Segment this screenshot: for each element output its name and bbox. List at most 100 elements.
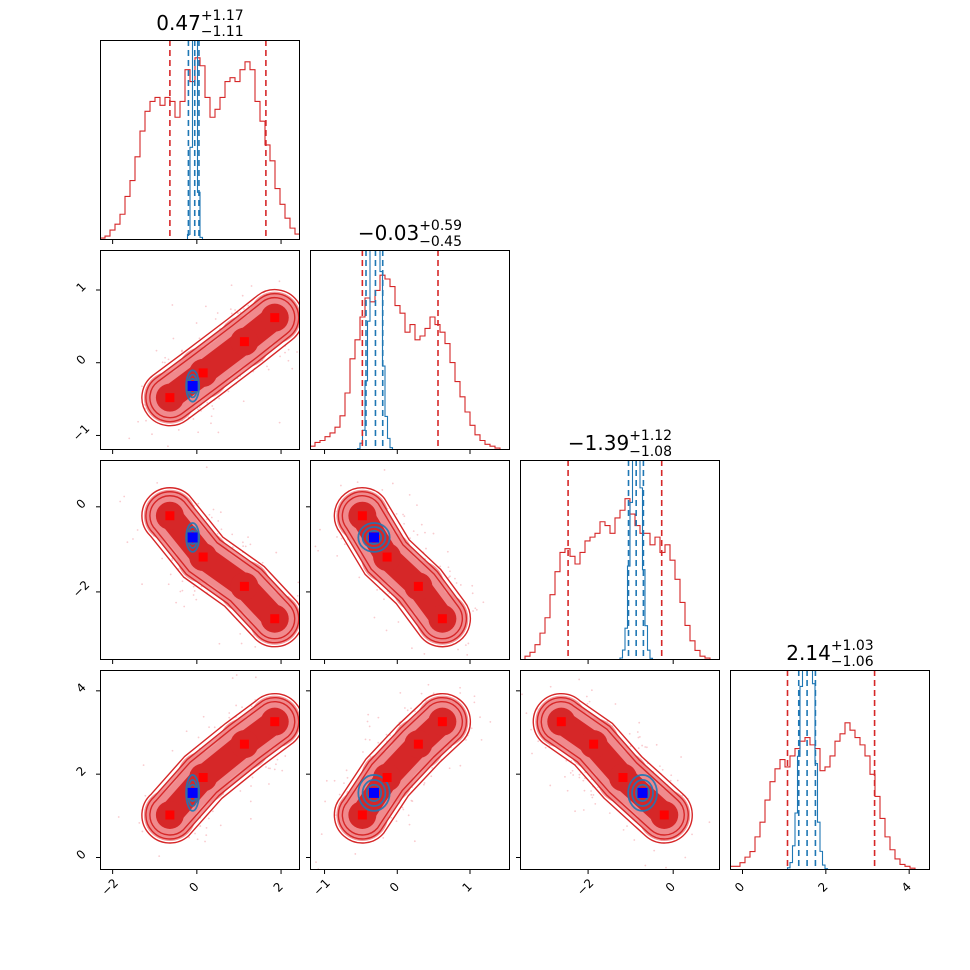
contour-outline-0 [532,693,693,844]
mode-marker-2 [589,739,599,749]
x-tick-label: 2 [271,880,286,895]
x-tick-label: 0 [387,880,402,895]
axes-frame [100,250,300,450]
mode-marker-2 [413,581,423,591]
contour-outline-2 [149,700,296,836]
contour-outline-0 [333,487,471,648]
contour-outline-2 [341,701,464,836]
posterior-contour-2 [185,774,201,812]
y-tick-label: 4 [74,680,89,695]
posterior-contour-0 [635,783,651,802]
posterior-contour-0 [365,529,383,545]
axes-frame [310,670,510,870]
x-tick-label: 1 [460,880,475,895]
panel-titles: 0.47+1.17 −1.11 −0.03+0.59 −0.45 −1.39+1.12−… [156,8,873,670]
posterior-contour-1 [361,778,387,807]
contour-outline-2 [540,700,685,836]
mode-marker-0 [165,393,175,403]
panel-title-2: −1.39+1.12 −1.08 [568,428,672,460]
contour-level-2 [155,303,289,412]
mode-marker-1 [382,552,392,562]
mode-marker-1 [198,552,208,562]
x-tick-label: 0 [663,880,678,895]
title-median: −0.03 [358,221,419,245]
y-tick-label: 2 [74,764,89,779]
mode-marker-0 [357,810,367,820]
y-tick-label: 1 [74,280,89,295]
axes-frame [100,460,300,660]
panel-title-3: 2.14+1.03 −1.06 [786,638,873,670]
mode-marker-3 [437,717,447,727]
panel-2-2 [520,460,720,664]
x-tick-label: −2 [574,876,596,898]
mode-marker-1 [618,773,628,782]
posterior-contour-2 [357,774,391,812]
contour-outline-1 [536,697,689,840]
contour-outline-1 [145,292,300,423]
panel-1-0: −1 0 1 [70,250,300,454]
histogram-samples [520,498,720,660]
contour-outline-0 [333,693,471,844]
posterior-contour-2 [357,522,391,553]
axes-frame [310,250,510,450]
axes-frame [100,670,300,870]
axes-frame [520,460,720,660]
x-tick-label: −1 [311,876,333,898]
y-tick-label: −2 [70,578,92,600]
truth-marker [369,532,379,543]
histogram-samples [310,274,510,450]
histogram-posterior [520,460,720,660]
contour-outline-2 [149,495,296,640]
posterior-contour-1 [631,778,654,807]
histogram-posterior [730,670,930,870]
title-minus: −0.45 [419,234,462,250]
mode-marker-3 [556,717,566,727]
contour-outline-1 [337,696,468,840]
mode-marker-1 [382,773,392,782]
axes-frame [730,670,930,870]
panel-3-1: −1 0 1 [306,670,510,898]
mode-marker-3 [270,614,280,624]
posterior-contour-2 [627,774,658,812]
title-minus: −1.08 [629,444,672,460]
mode-marker-3 [437,614,447,624]
truth-marker [187,532,198,543]
mode-marker-2 [239,337,249,347]
title-plus: +0.59 [419,218,462,234]
panel-1-1 [310,250,510,454]
contour-outline-0 [141,288,300,427]
x-tick-label: 0 [186,880,201,895]
panel-3-0: −2 0 2 0 2 4 [74,670,300,898]
title-median: 2.14 [786,641,831,665]
posterior-contour-2 [185,522,201,553]
mode-marker-0 [357,511,367,521]
mode-marker-2 [239,581,249,591]
panel-3-2: −2 0 [516,670,720,898]
mode-marker-3 [270,313,280,323]
contour-outline-0 [141,693,300,844]
title-plus: +1.12 [629,428,672,444]
x-tick-label: 0 [732,880,747,895]
axes-frame [100,40,300,240]
truth-marker [637,787,648,798]
truth-marker [187,381,198,391]
contour-outline-1 [337,491,468,644]
title-median: −1.39 [568,431,629,455]
panel-2-0: −2 0 [70,460,300,664]
histogram-samples [730,722,930,870]
axes-frame [310,460,510,660]
x-tick-label: 4 [899,880,914,895]
mode-marker-0 [659,810,669,820]
posterior-contour-2 [185,369,201,403]
title-plus: +1.17 [201,8,244,24]
title-median: 0.47 [156,11,201,35]
panel-0-0 [100,40,300,244]
mode-marker-0 [165,810,175,820]
truth-marker [187,787,198,798]
axes-frame [520,670,720,870]
histogram-posterior [310,250,510,450]
panel-title-0: 0.47+1.17 −1.11 [156,8,243,40]
y-tick-label: 0 [74,352,89,367]
y-tick-label: 0 [74,847,89,862]
